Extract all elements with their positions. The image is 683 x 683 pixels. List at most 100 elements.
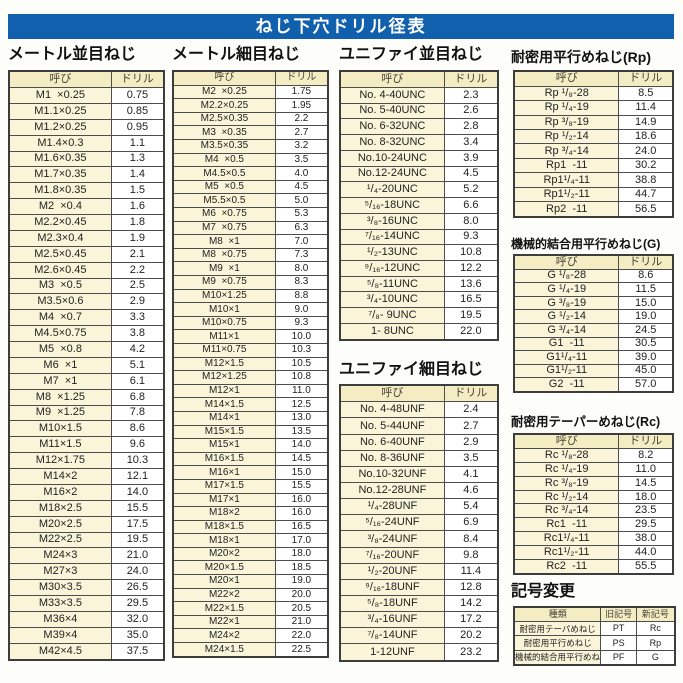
drill-value-cell: 15.0 [618,295,674,311]
drill-value-cell: 21.0 [274,614,329,630]
unified-coarse-table: 呼び ドリル No. 4-40UNC 2.3 No. 5-40UNC 2.6 No. 6-3… [339,70,499,341]
designation-cell: M10×0.75 [172,315,276,331]
drill-value-cell: 57.0 [618,377,674,393]
table-row: No. 5-40UNC 2.6 [339,102,499,120]
header-row: 種類 旧記号 新記号 [513,606,676,623]
table-row: 1-12UNF 23.2 [339,643,499,662]
drill-value-cell: 1.8 [110,214,165,231]
table-row: M39×4 35.0 [8,626,165,644]
table-row: M9 ×0.75 8.3 [172,275,329,290]
designation-cell: M2.5×0.35 [172,111,276,127]
designation-cell: ⁷/₈-14UNF [339,627,445,645]
drill-value-cell: 4.1 [443,465,499,484]
table-row: ³/₄-10UNC 16.5 [339,291,499,309]
designation-cell: M2 ×0.4 [8,198,112,216]
designation-cell: M12×1.5 [172,356,276,372]
table-row: No. 6-32UNC 2.8 [339,118,499,136]
drill-value-cell: 10.3 [274,342,329,358]
designation-cell: Rp ¹/₄-19 [513,100,620,116]
designation-cell: G ¹/₂-14 [513,309,620,324]
drill-value-cell: 10.8 [443,244,499,261]
table-row: M15×1.5 13.5 [172,424,329,440]
column-header: ドリル [618,70,674,87]
designation-cell: Rc1¹/₂-11 [513,545,620,560]
designation-cell: ¹/₄-28UNF [339,498,445,516]
drill-value-cell: 12.8 [443,578,499,597]
table-row: M12×1.75 10.3 [8,452,165,470]
table-row: M2.5×0.45 2.1 [8,245,165,263]
designation-cell: M24×2 [172,628,276,644]
drill-value-cell: Rp [635,635,676,651]
designation-cell: M15×1 [172,438,276,453]
table-row: No. 6-40UNF 2.9 [339,433,499,451]
designation-cell: Rp1 -11 [513,157,620,174]
designation-cell: ³/₄-10UNC [339,291,445,309]
designation-cell: M5 ×0.5 [172,179,276,195]
column-header: 呼び [339,70,445,88]
drill-value-cell: 8.3 [274,275,329,290]
column-header: ドリル [443,384,499,403]
designation-cell: ⁵/₈-18UNF [339,595,445,613]
designation-cell: M3 ×0.5 [8,277,112,295]
drill-value-cell: 2.9 [443,433,499,451]
designation-cell: 耐密用平行めねじ [513,635,602,651]
designation-cell: M10×1.5 [8,420,112,438]
section-title-g-parallel: 機械的結合用平行めねじ(G) [511,237,661,251]
designation-cell: No. 5-44UNF [339,417,445,435]
table-row: M22×2 20.0 [172,587,329,603]
table-row: M5 ×0.8 4.2 [8,341,165,358]
drill-value-cell: 21.0 [110,547,165,565]
drill-value-cell: 17.5 [110,515,165,533]
drill-value-cell: 1.5 [110,182,165,200]
column-header: 呼び [339,384,445,403]
table-row: M14×1.5 12.5 [172,397,329,412]
designation-cell: M1.2×0.25 [8,118,112,136]
designation-cell: G2 -11 [513,377,620,393]
header-row: 呼び ドリル [339,384,499,403]
designation-cell: ⁷/₈- 9UNC [339,307,445,324]
table-row: Rc ¹/₈-28 8.2 [513,447,674,463]
table-row: G ¹/₂-14 19.0 [513,309,674,324]
designation-cell: ¹/₄-20UNC [339,181,445,199]
drill-value-cell: 19.5 [443,307,499,324]
table-row: M2 ×0.25 1.75 [172,84,329,100]
table-row: M15×1 14.0 [172,438,329,453]
table-row: No.12-28UNF 4.6 [339,482,499,500]
rc-taper-grid: 呼び ドリル Rc ¹/₈-28 8.2 Rc ¹/₄-19 11.0 Rc ³/₈-19 1… [513,433,674,575]
drill-value-cell: 9.3 [443,228,499,246]
table-row: M7 ×0.75 6.3 [172,220,329,236]
designation-cell: M18×2 [172,506,276,521]
table-row: M17×1.5 15.5 [172,478,329,494]
column-header: 呼び [513,70,620,87]
header-row: 呼び ドリル [513,254,674,270]
table-row: M9 ×1.25 7.8 [8,404,165,422]
designation-cell: Rp ¹/₈-28 [513,85,620,102]
table-row: ⁵/₈-18UNF 14.2 [339,595,499,613]
drill-value-cell: 7.0 [274,234,329,249]
designation-cell: G ¹/₈-28 [513,268,620,284]
drill-value-cell: 18.0 [274,546,329,562]
designation-cell: Rc ¹/₈-28 [513,447,620,463]
table-row: Rc1¹/₄-11 38.0 [513,531,674,547]
designation-cell: M20×2 [172,546,276,562]
drill-value-cell: 10.8 [274,370,329,385]
table-row: Rc1 -11 29.5 [513,517,674,533]
drill-value-cell: 29.5 [618,517,674,533]
table-row: M11×1.5 9.6 [8,436,165,454]
table-row: M7 ×1 6.1 [8,372,165,390]
table-row: 1- 8UNC 22.0 [339,322,499,341]
drill-value-cell: 3.8 [110,325,165,343]
table-row: ⁵/₈-11UNC 13.6 [339,275,499,293]
table-row: Rc ¹/₄-19 11.0 [513,461,674,477]
drill-value-cell: 14.0 [274,438,329,453]
table-row: M8 ×1.25 6.8 [8,388,165,406]
table-row: M22×1.5 20.5 [172,601,329,616]
designation-cell: M11×0.75 [172,342,276,358]
designation-cell: No.10-32UNF [339,465,445,484]
table-row: No. 5-44UNF 2.7 [339,417,499,435]
g-parallel-grid: 呼び ドリル G ¹/₈-28 8.6 G ¹/₄-19 11.5 G ³/₈-19 15.0… [513,254,674,393]
drill-value-cell: 22.5 [274,642,329,658]
table-row: ⁷/₁₆-14UNC 9.3 [339,228,499,246]
header-row: 呼び ドリル [172,70,329,86]
